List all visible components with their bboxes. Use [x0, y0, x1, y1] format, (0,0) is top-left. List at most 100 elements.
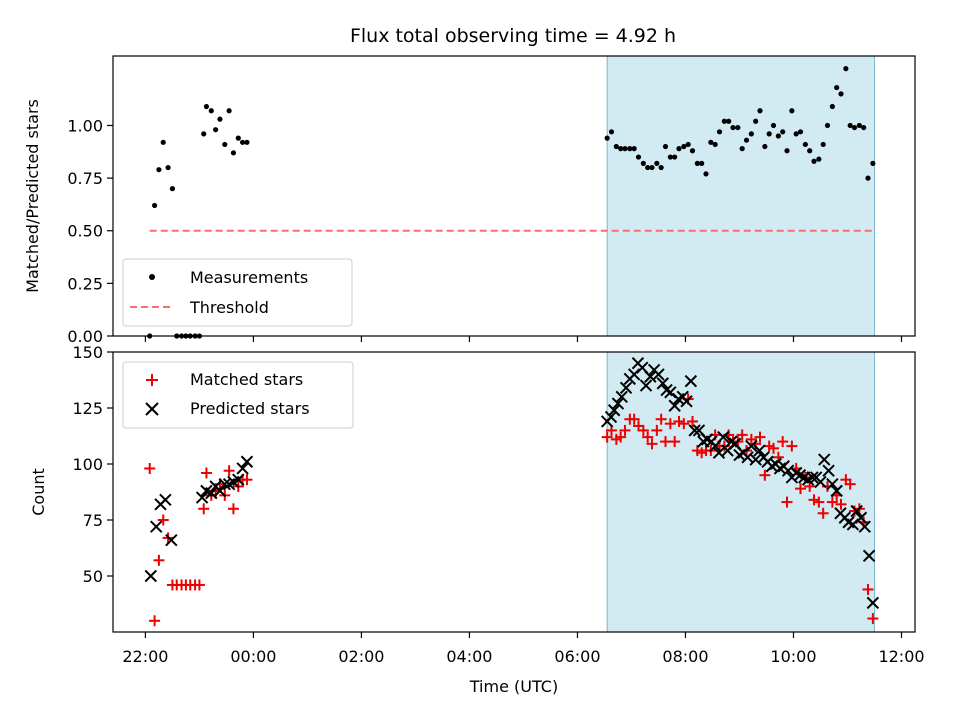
measurement-point	[608, 129, 615, 135]
legend-matched-label: Matched stars	[190, 370, 303, 389]
measurement-point	[703, 171, 709, 177]
matched-star-point	[669, 436, 681, 448]
predicted-star-point	[680, 395, 693, 408]
measurement-point	[780, 129, 786, 135]
measurement-point	[770, 122, 777, 129]
matched-star-point	[157, 514, 169, 526]
predicted-star-point	[195, 491, 209, 504]
ratio-ytick-label: 0.50	[67, 222, 103, 241]
measurement-point	[631, 146, 637, 152]
matched-star-point	[659, 436, 671, 448]
measurement-point	[793, 131, 799, 137]
predicted-star-point	[717, 430, 730, 444]
time-axis-label: Time (UTC)	[469, 677, 558, 696]
measurement-point	[645, 164, 651, 171]
matched-star-point	[619, 424, 631, 436]
measurement-point	[730, 124, 736, 131]
predicted-star-point	[144, 569, 158, 583]
matched-star-point	[826, 496, 838, 508]
measurement-point	[789, 108, 795, 114]
predicted-star-point	[822, 464, 835, 477]
predicted-star-point	[814, 475, 827, 489]
measurement-point	[613, 143, 619, 150]
measurement-point	[856, 122, 862, 129]
measurement-point	[222, 141, 228, 148]
measurement-point	[169, 186, 176, 192]
measurement-point	[847, 122, 853, 129]
measurement-point	[635, 154, 642, 160]
measurement-point	[658, 164, 664, 171]
measurement-point	[203, 103, 210, 110]
count-panel-frame	[112, 351, 916, 633]
time-xtick-label: 06:00	[554, 647, 600, 666]
matched-star-point	[664, 418, 676, 430]
measurement-point	[775, 133, 781, 139]
measurement-point	[640, 160, 646, 166]
matched-star-point	[754, 431, 766, 443]
observing-window-top	[606, 55, 875, 337]
matched-star-point	[655, 413, 667, 425]
measurement-point	[712, 141, 718, 148]
predicted-star-point	[862, 549, 876, 563]
matched-star-point	[651, 424, 663, 436]
measurement-point	[165, 164, 171, 171]
predicted-star-point	[858, 520, 871, 533]
matched-star-point	[795, 483, 807, 495]
predicted-star-point	[615, 390, 628, 404]
measurement-point	[618, 146, 624, 152]
measurement-point	[816, 156, 822, 162]
matched-star-point	[615, 431, 627, 443]
measurement-point	[807, 148, 813, 154]
legend-threshold-label: Threshold	[189, 298, 269, 317]
predicted-star-point	[688, 424, 701, 437]
predicted-star-point	[639, 379, 653, 392]
measurement-point	[217, 116, 223, 122]
matched-star-point	[637, 424, 649, 436]
measurement-point	[689, 148, 696, 154]
count-ytick-label: 150	[72, 343, 103, 362]
time-xtick-label: 10:00	[770, 647, 816, 666]
predicted-star-point	[753, 444, 766, 457]
predicted-star-point	[741, 451, 754, 464]
observing-window-bottom	[606, 351, 875, 633]
ratio-ytick-label: 0.25	[67, 274, 103, 293]
measurement-point	[226, 108, 232, 114]
predicted-star-point	[159, 493, 172, 507]
count-ytick-label: 100	[72, 455, 103, 474]
measurement-point	[829, 103, 835, 110]
measurement-point	[865, 175, 871, 181]
matched-star-point	[601, 431, 613, 443]
predicted-star-point	[749, 453, 762, 466]
matched-star-point	[686, 415, 698, 427]
count-legend: Matched stars Predicted stars	[122, 361, 354, 429]
count-axis-label: Count	[29, 468, 48, 516]
predicted-star-point	[149, 520, 163, 533]
matched-star-point	[198, 503, 210, 515]
matched-star-point	[193, 579, 205, 591]
matched-star-point	[813, 496, 825, 508]
measurement-point	[676, 146, 682, 152]
measurement-point	[811, 158, 817, 164]
ratio-legend-box	[122, 258, 353, 327]
measurement-point	[762, 143, 768, 150]
matched-star-point	[628, 413, 640, 425]
chart-title: Flux total observing time = 4.92 h	[350, 25, 676, 47]
measurement-point	[834, 84, 840, 91]
predicted-star-point	[236, 462, 249, 475]
predicted-star-point	[818, 453, 831, 466]
count-axis-ticks: 50 75 100 125 150 22:00 00:00 02:00 04:00 06:00 08…	[72, 343, 924, 666]
predicted-star-point	[240, 455, 254, 468]
measurement-point	[820, 141, 826, 148]
measurement-point	[213, 127, 219, 133]
measurement-point	[824, 122, 831, 129]
measurement-point	[662, 143, 669, 150]
count-ytick-label: 75	[83, 511, 103, 530]
predicted-star-point	[866, 596, 880, 610]
predicted-star-point	[607, 404, 621, 417]
count-panel: 50 75 100 125 150 22:00 00:00 02:00 04:00 06:00 08…	[29, 343, 925, 696]
measurement-point	[721, 118, 727, 124]
measurement-point	[716, 129, 723, 135]
measurement-point	[743, 137, 750, 143]
measurement-point	[160, 139, 166, 145]
ratio-panel: 0.00 0.25 0.50 0.75 1.00 Matched/Predicted s…	[23, 55, 916, 346]
